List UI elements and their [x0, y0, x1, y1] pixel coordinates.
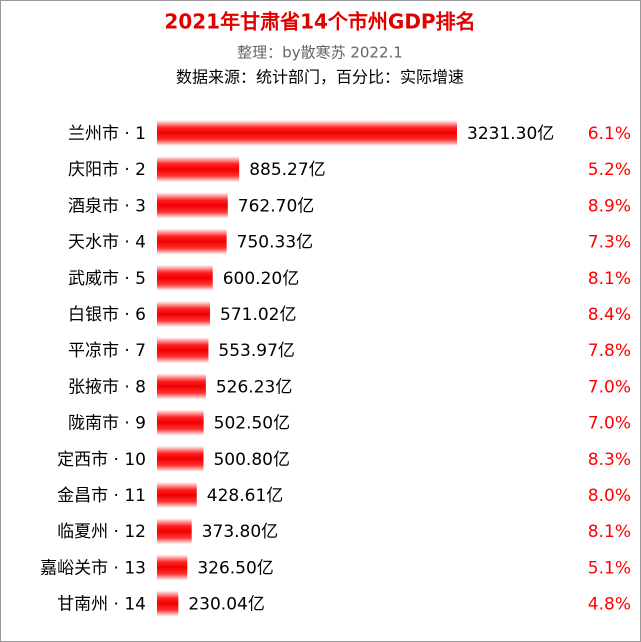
category-label: 平凉市 · 7	[68, 341, 146, 361]
category-label: 陇南市 · 9	[68, 414, 146, 434]
value-label: 553.97亿	[218, 341, 294, 361]
category-label: 嘉峪关市 · 13	[40, 558, 146, 578]
value-label: 885.27亿	[249, 160, 325, 180]
growth-label: 5.2%	[588, 160, 631, 180]
category-label: 金昌市 · 11	[57, 486, 146, 506]
bar	[157, 373, 206, 400]
bar	[157, 554, 188, 581]
growth-label: 8.1%	[588, 522, 631, 542]
bar	[157, 264, 213, 291]
category-label: 武威市 · 5	[68, 269, 146, 289]
bar	[157, 445, 204, 472]
bar	[157, 120, 457, 146]
growth-label: 6.1%	[588, 124, 631, 144]
category-label: 酒泉市 · 3	[68, 196, 146, 216]
value-label: 526.23亿	[216, 377, 292, 397]
category-label: 白银市 · 6	[68, 305, 146, 325]
category-label: 天水市 · 4	[68, 233, 146, 253]
category-label: 兰州市 · 1	[68, 124, 146, 144]
category-label: 甘南州 · 14	[57, 595, 146, 615]
bar	[157, 482, 197, 508]
growth-label: 8.0%	[588, 486, 631, 506]
bar	[157, 192, 228, 219]
value-label: 750.33亿	[237, 233, 313, 253]
growth-label: 8.1%	[588, 269, 631, 289]
growth-label: 7.8%	[588, 341, 631, 361]
growth-label: 8.3%	[588, 450, 631, 470]
bar	[157, 337, 209, 364]
bar	[157, 518, 192, 545]
growth-label: 7.0%	[588, 414, 631, 434]
growth-label: 7.0%	[588, 377, 631, 397]
bar	[157, 228, 227, 255]
bar	[157, 590, 179, 617]
chart-caption: 数据来源：统计部门，百分比：实际增速	[176, 68, 464, 87]
growth-label: 4.8%	[588, 595, 631, 615]
growth-label: 7.3%	[588, 233, 631, 253]
value-label: 326.50亿	[197, 558, 273, 578]
value-label: 428.61亿	[207, 486, 283, 506]
value-label: 762.70亿	[238, 196, 314, 216]
chart-title: 2021年甘肃省14个市州GDP排名	[164, 10, 475, 34]
value-label: 230.04亿	[188, 595, 264, 615]
category-label: 定西市 · 10	[57, 450, 146, 470]
category-label: 庆阳市 · 2	[68, 160, 146, 180]
value-label: 3231.30亿	[467, 124, 554, 144]
category-label: 临夏州 · 12	[57, 522, 146, 542]
growth-label: 8.4%	[588, 305, 631, 325]
value-label: 600.20亿	[223, 269, 299, 289]
bar	[157, 409, 204, 436]
category-label: 张掖市 · 8	[68, 377, 146, 397]
bar	[157, 156, 240, 183]
bar	[157, 301, 211, 327]
growth-label: 5.1%	[588, 558, 631, 578]
value-label: 500.80亿	[213, 450, 289, 470]
growth-label: 8.9%	[588, 196, 631, 216]
value-label: 571.02亿	[220, 305, 296, 325]
value-label: 502.50亿	[214, 414, 290, 434]
chart-subtitle: 整理：by散寒苏 2022.1	[237, 44, 403, 62]
value-label: 373.80亿	[202, 522, 278, 542]
